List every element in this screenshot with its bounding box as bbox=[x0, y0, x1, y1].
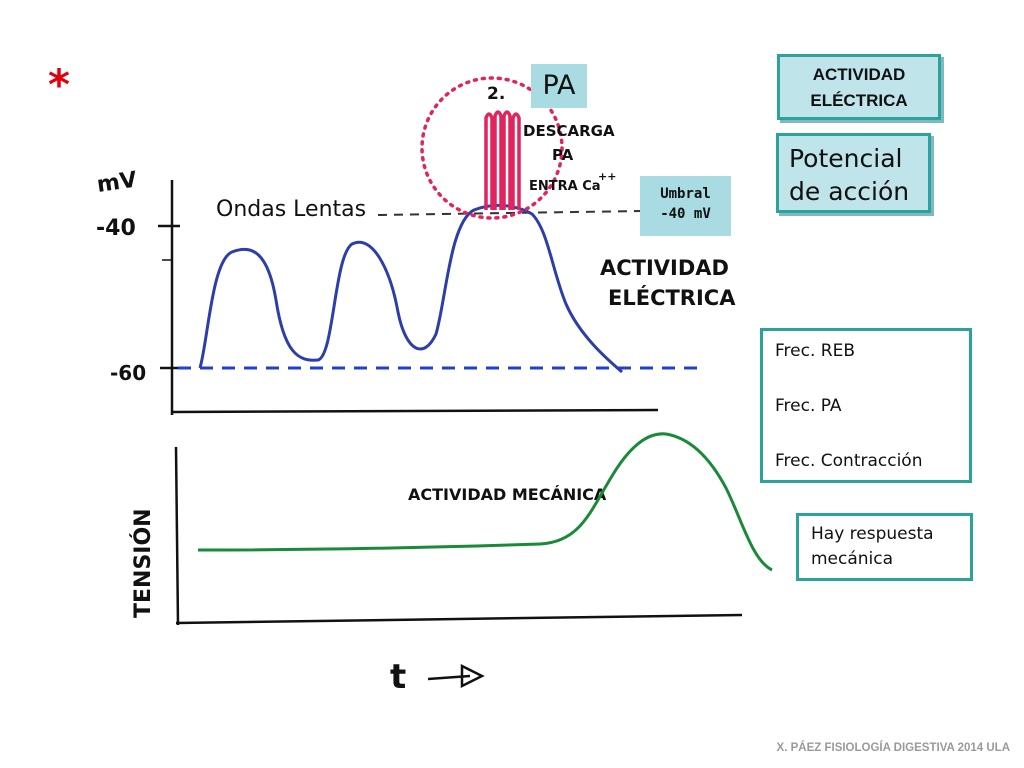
freq-pa-label: Frec. PA bbox=[775, 396, 842, 416]
threshold-badge: Umbral -40 mV bbox=[640, 176, 731, 236]
tick-label-upper: -40 bbox=[96, 216, 136, 241]
mv-axis-label: mV bbox=[95, 168, 138, 198]
time-axis-label: t bbox=[390, 657, 406, 697]
star-icon: * bbox=[48, 60, 70, 109]
action-potential-box: Potencial de acción bbox=[776, 133, 931, 213]
threshold-line bbox=[377, 210, 641, 216]
circle-number: 2. bbox=[487, 84, 505, 104]
discharge-note-line1: DESCARGA bbox=[523, 122, 615, 140]
calcium-entry-note: ENTRA Ca bbox=[529, 179, 601, 194]
calcium-superscript: ++ bbox=[598, 170, 616, 183]
slow-waves-label: Ondas Lentas bbox=[216, 197, 367, 222]
frequency-box: Frec. REB Frec. PA Frec. Contracción bbox=[760, 328, 972, 483]
time-arrow-shaft bbox=[427, 674, 471, 681]
tension-axis-label: TENSIÓN bbox=[130, 508, 156, 618]
footer-credit: X. PÁEZ FISIOLOGÍA DIGESTIVA 2014 ULA bbox=[776, 742, 1010, 754]
slow-wave-trace bbox=[198, 203, 623, 374]
mechanical-response-line2: mecánica bbox=[811, 549, 894, 569]
electrical-activity-handwritten-line1: ACTIVIDAD bbox=[600, 256, 729, 280]
spike-highlight-circle bbox=[420, 76, 564, 220]
mechanical-response-box: Hay respuesta mecánica bbox=[796, 513, 973, 581]
electrical-x-axis bbox=[171, 408, 659, 414]
action-potential-line1: Potencial bbox=[789, 144, 903, 173]
electrical-activity-handwritten-line2: ELÉCTRICA bbox=[608, 285, 736, 310]
action-potential-line2: de acción bbox=[789, 177, 910, 206]
freq-contraction-label: Frec. Contracción bbox=[775, 451, 923, 471]
mechanical-activity-handwritten: ACTIVIDAD MECÁNICA bbox=[408, 485, 607, 504]
mechanical-x-axis bbox=[175, 613, 743, 625]
time-arrow-head bbox=[460, 663, 485, 689]
tick-label-lower: -60 bbox=[110, 361, 146, 385]
discharge-note-line2: PA bbox=[552, 146, 574, 164]
electrical-activity-title-line2: ELÉCTRICA bbox=[810, 91, 908, 110]
freq-reb-label: Frec. REB bbox=[775, 341, 855, 361]
action-potential-badge: PA bbox=[531, 64, 587, 108]
mechanical-response-line1: Hay respuesta bbox=[811, 524, 934, 544]
electrical-activity-box: ACTIVIDAD ELÉCTRICA bbox=[777, 54, 941, 120]
electrical-activity-title-line1: ACTIVIDAD bbox=[812, 65, 906, 84]
action-potential-spikes bbox=[484, 110, 521, 210]
mechanical-y-axis bbox=[174, 446, 180, 626]
mechanical-tension-trace bbox=[197, 432, 773, 572]
